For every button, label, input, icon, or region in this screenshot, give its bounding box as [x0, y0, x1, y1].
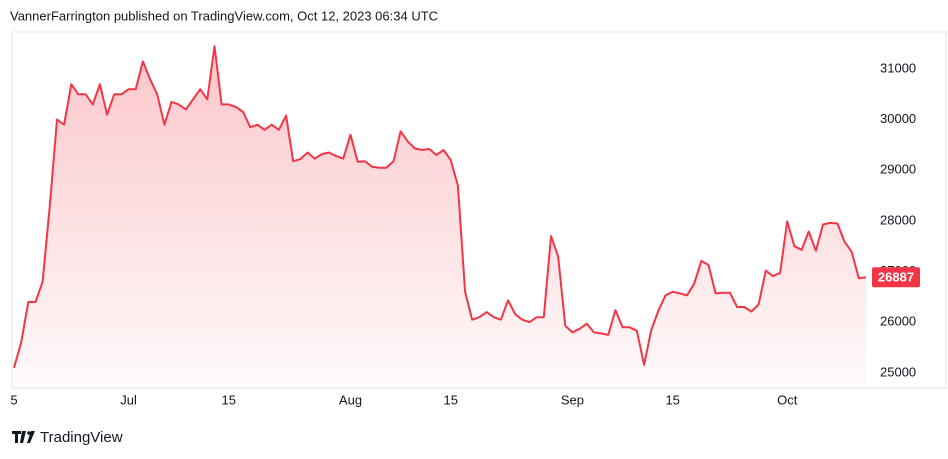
- area-fill: [14, 46, 866, 383]
- last-price-box: [872, 267, 920, 288]
- price-line: [13, 45, 867, 369]
- brand-name: TradingView: [40, 429, 123, 446]
- chart-title: VannerFarrington published on TradingVie…: [10, 8, 438, 23]
- x-tick-label: 15: [444, 392, 458, 407]
- x-tick-label: 15: [665, 392, 679, 407]
- brand-logo: [12, 431, 35, 443]
- y-tick-label: 29000: [880, 162, 916, 177]
- plot-frame: [11, 31, 947, 389]
- last-price-label: 26887: [878, 270, 914, 285]
- y-tick-label: 25000: [880, 364, 916, 379]
- y-tick-label: 26000: [880, 314, 916, 329]
- x-tick-label: Sep: [561, 392, 584, 407]
- x-tick-label: Oct: [777, 392, 798, 407]
- x-tick-label: 5: [10, 392, 17, 407]
- x-tick-label: 15: [222, 392, 236, 407]
- y-tick-label: 31000: [880, 60, 916, 75]
- x-tick-label: Jul: [120, 392, 137, 407]
- y-tick-label: 28000: [880, 212, 916, 227]
- x-tick-label: Aug: [339, 392, 362, 407]
- y-tick-label: 30000: [880, 111, 916, 126]
